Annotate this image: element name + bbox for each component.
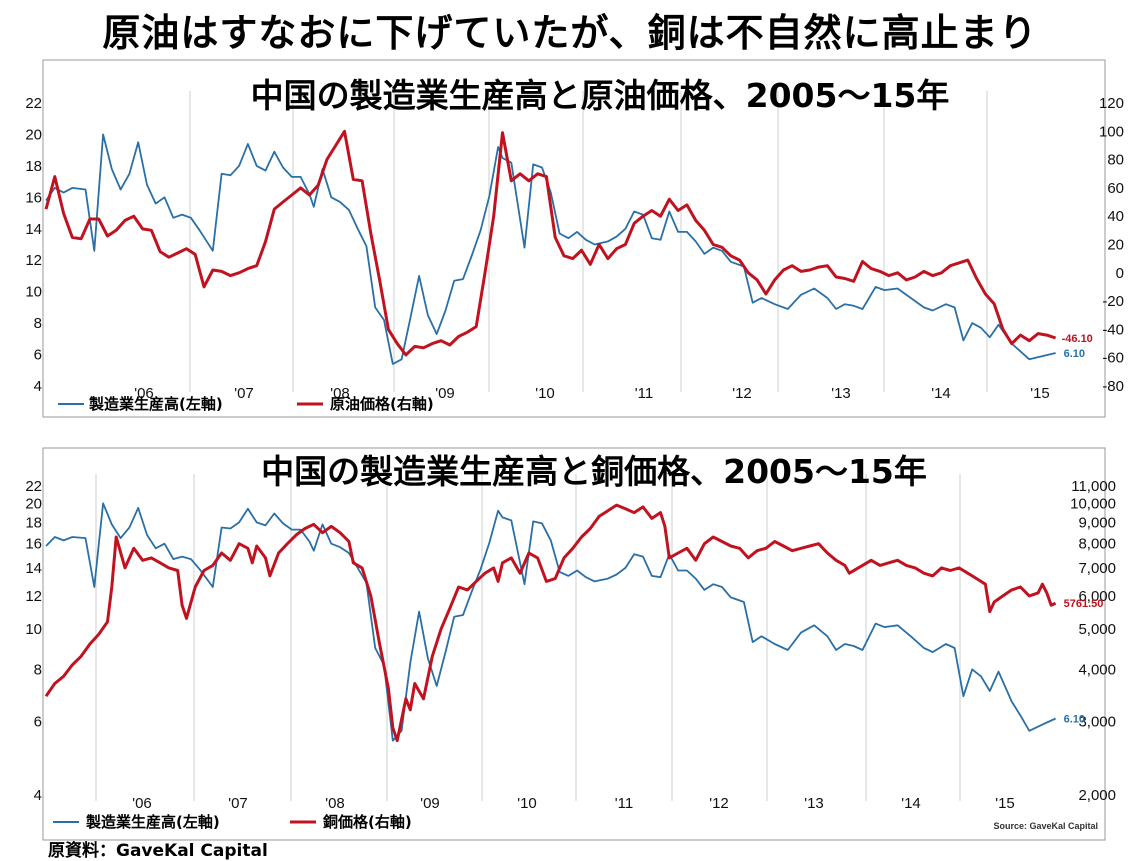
y-right-tick: 20 [1107,237,1124,254]
y-right-tick: -60 [1102,350,1124,367]
chart-source: Source: GaveKal Capital [993,821,1098,831]
y-left-tick: 22 [25,478,42,495]
x-tick: '15 [1030,385,1050,402]
x-tick: '13 [804,795,824,812]
y-right-tick: -80 [1102,378,1124,395]
x-tick: '06 [134,385,154,402]
y-right-tick: 2,000 [1078,787,1116,804]
series-line-1 [45,502,1056,742]
x-tick: '11 [615,795,633,812]
y-right-tick: 80 [1107,152,1124,169]
y-right-tick: 100 [1099,123,1124,140]
y-right-tick: 5,000 [1078,621,1116,638]
y-right-tick: 60 [1107,180,1124,197]
x-tick: '12 [732,385,752,402]
x-tick: '12 [709,795,729,812]
y-right-tick: 11,000 [1071,478,1116,495]
y-right-tick: 8,000 [1078,536,1116,553]
chart-panel-1: 中国の製造業生産高と原油価格、2005〜15年 4 6 8 10 12 14 16 18 20 22… [25,59,1124,418]
series-end-label: 6.10 [1064,714,1085,726]
legend-label: 原油価格(右軸) [330,395,434,413]
y-left-tick: 18 [25,158,42,175]
series-end-label: 5761.50 [1064,598,1104,610]
y-right-tick: 0 [1116,265,1124,282]
chart-title: 中国の製造業生産高と原油価格、2005〜15年 [251,76,950,115]
y-left-tick: 8 [34,661,42,678]
x-tick: '07 [234,385,254,402]
series-end-label: 6.10 [1064,348,1085,360]
y-right-tick: 3,000 [1078,714,1116,731]
series-line-1 [45,133,1056,365]
y-right-tick: 120 [1099,95,1124,112]
y-left-tick: 18 [25,514,42,531]
x-tick: '14 [901,795,921,812]
series-end-label: -46.10 [1062,333,1093,345]
x-tick: '08 [330,385,350,402]
x-tick: '15 [995,795,1015,812]
legend-label: 製造業生産高(左軸) [85,813,220,831]
x-tick: '07 [228,795,248,812]
y-right-tick: 6,000 [1078,588,1116,605]
legend-label: 製造業生産高(左軸) [88,395,223,413]
x-tick: '10 [535,385,555,402]
y-left-tick: 12 [25,252,42,269]
y-right-tick: 9,000 [1078,514,1116,531]
y-left-tick: 10 [25,621,42,638]
y-left-tick: 20 [25,126,42,143]
y-left-tick: 4 [34,787,42,804]
chart-frame [42,59,1106,418]
y-left-tick: 16 [25,189,42,206]
source-note: 原資料：GaveKal Capital [48,841,268,861]
y-right-tick: -20 [1102,293,1124,310]
series-line-2 [44,129,1057,357]
y-right-tick: 40 [1107,208,1124,225]
x-tick: '09 [420,795,440,812]
x-tick: '11 [635,385,653,402]
y-left-tick: 6 [34,714,42,731]
chart-title: 中国の製造業生産高と銅価格、2005〜15年 [261,452,927,491]
y-right-tick: 7,000 [1078,560,1116,577]
x-tick: '08 [325,795,345,812]
y-left-tick: 14 [25,221,42,238]
y-left-tick: 4 [34,378,42,395]
y-left-tick: 16 [25,536,42,553]
series-line-2 [44,503,1057,743]
y-right-tick: 4,000 [1078,661,1116,678]
y-left-tick: 22 [25,95,42,112]
chart-frame [42,447,1106,841]
y-left-tick: 10 [25,284,42,301]
y-left-tick: 20 [25,495,42,512]
x-tick: '06 [132,795,152,812]
x-tick: '09 [435,385,455,402]
y-left-tick: 14 [25,560,42,577]
page-title: 原油はすなおに下げていたが、銅は不自然に高止まり [102,11,1038,55]
legend-label: 銅価格(右軸) [323,813,412,831]
y-right-tick: -40 [1102,321,1124,338]
y-left-tick: 6 [34,347,42,364]
x-tick: '13 [831,385,851,402]
x-tick: '10 [517,795,537,812]
x-tick: '14 [931,385,951,402]
y-left-tick: 12 [25,588,42,605]
y-right-tick: 10,000 [1070,495,1116,512]
y-left-tick: 8 [34,315,42,332]
